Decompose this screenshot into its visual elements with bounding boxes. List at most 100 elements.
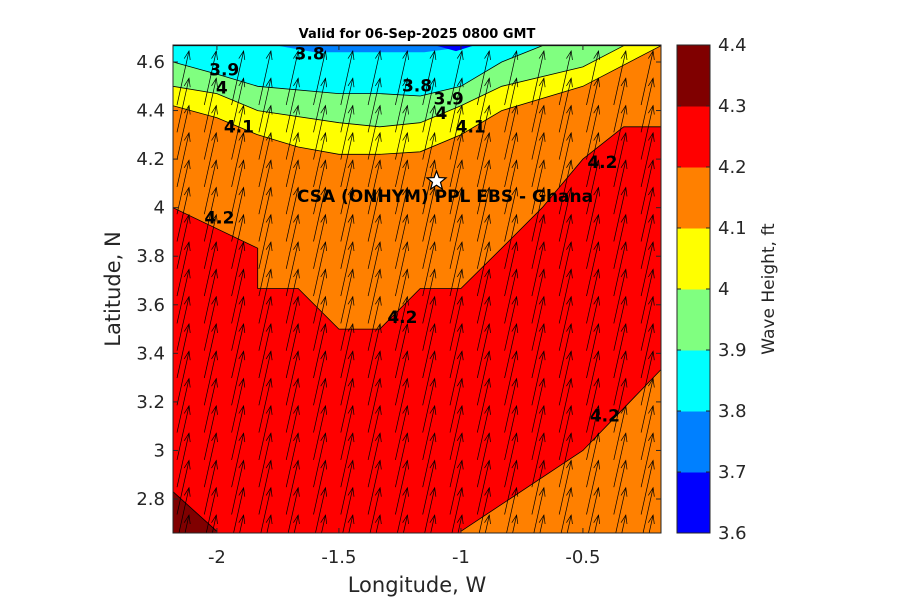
wind-arrow	[586, 350, 601, 406]
x-tick-label: -2	[208, 547, 226, 568]
wind-arrow	[203, 131, 218, 187]
wind-arrow	[449, 459, 464, 515]
wind-arrow	[203, 350, 218, 406]
wind-arrow	[484, 514, 491, 533]
wind-arrow	[476, 104, 491, 160]
wind-arrow	[258, 377, 273, 433]
wind-arrow	[422, 186, 437, 242]
wind-arrow	[367, 268, 382, 324]
wind-arrow	[285, 241, 300, 297]
wind-arrow	[558, 404, 573, 460]
wind-arrow	[395, 432, 409, 488]
wind-arrow	[395, 49, 409, 106]
wind-arrow	[613, 322, 628, 379]
wind-arrow	[203, 322, 218, 379]
y-axis-ticks: 2.833.23.43.63.844.24.44.6	[136, 52, 661, 510]
wind-arrow	[586, 268, 601, 324]
colorbar-swatch	[677, 350, 710, 412]
wind-arrow	[476, 186, 491, 242]
wind-arrow	[613, 404, 628, 460]
wind-arrow	[640, 77, 655, 133]
wind-arrow	[476, 241, 491, 297]
wind-arrow	[395, 241, 409, 297]
contour-label: 3.8	[295, 45, 325, 65]
contour-label: 4	[435, 104, 447, 124]
wind-arrow	[504, 295, 519, 351]
wind-arrow	[285, 131, 300, 187]
wind-arrow	[640, 268, 655, 324]
wind-arrow	[340, 268, 355, 324]
wind-arrow	[531, 350, 546, 406]
wind-arrow	[203, 49, 218, 106]
plot-frame	[172, 44, 662, 534]
wind-arrow	[176, 295, 191, 351]
contour-label: 4.2	[387, 308, 417, 328]
wind-arrow	[367, 104, 382, 160]
wind-arrow	[395, 377, 409, 433]
wind-arrow	[395, 131, 409, 187]
wind-arrow	[313, 350, 328, 406]
wind-arrow	[449, 377, 464, 433]
wind-arrow	[613, 377, 628, 433]
wind-arrow	[422, 159, 437, 215]
wind-arrow	[613, 432, 628, 488]
wind-arrow	[558, 213, 573, 269]
contour-label: 4.2	[204, 209, 234, 229]
x-tick-label: -1.5	[321, 547, 356, 568]
wind-arrow	[176, 459, 191, 515]
contour-band-above-4.2	[173, 126, 661, 533]
wind-arrow	[313, 213, 328, 269]
wind-arrow	[429, 514, 437, 533]
wind-arrow	[586, 295, 601, 351]
colorbar-tick-label: 3.9	[718, 340, 747, 361]
wind-arrow	[231, 404, 246, 460]
wind-arrow	[285, 49, 300, 106]
wind-arrow	[313, 131, 328, 187]
wind-arrow	[586, 377, 601, 433]
wind-arrow	[285, 159, 300, 215]
wind-arrow	[231, 77, 246, 133]
wind-arrow	[203, 432, 218, 488]
wind-arrow	[558, 104, 573, 160]
wind-arrow	[640, 377, 655, 433]
wind-arrow	[449, 295, 464, 351]
wind-arrow	[531, 295, 546, 351]
wind-arrow	[285, 404, 300, 460]
colorbar: 3.6 3.7 3.8 3.9 4 4.1 4.2 4.3 4.4	[676, 35, 747, 544]
wind-arrow	[203, 404, 218, 460]
contour-label: 3.8	[402, 76, 432, 96]
wind-arrow	[449, 350, 464, 406]
wind-arrow	[347, 514, 355, 533]
wind-arrow	[504, 350, 519, 406]
y-tick-label: 3.6	[136, 295, 165, 316]
wind-arrow	[476, 295, 491, 351]
wind-arrow	[476, 268, 491, 324]
wind-arrow	[395, 295, 409, 351]
wind-arrow	[504, 377, 519, 433]
wind-arrow	[586, 104, 601, 160]
wind-arrow	[613, 77, 628, 133]
wind-arrow	[258, 131, 273, 187]
wind-arrow	[476, 350, 491, 406]
wind-arrow	[402, 514, 409, 533]
wind-arrow	[456, 514, 464, 533]
y-tick-label: 3	[154, 440, 165, 461]
y-axis-label: Latitude, N	[101, 231, 125, 347]
y-tick-label: 4.6	[136, 52, 165, 73]
wind-arrow	[176, 49, 191, 106]
wind-arrow	[313, 295, 328, 351]
site-label: CSA (ONHYM) PPL EBS - Ghana	[297, 187, 593, 207]
wind-arrow	[203, 186, 218, 242]
wind-arrow	[176, 268, 191, 324]
wind-arrow	[586, 322, 601, 379]
wind-arrow	[395, 322, 409, 379]
wind-arrow	[476, 77, 491, 133]
wind-arrow	[231, 131, 246, 187]
wind-arrow	[476, 322, 491, 379]
wind-arrow	[395, 159, 409, 215]
contour-line-4.2-5	[460, 369, 661, 532]
wind-arrow	[558, 268, 573, 324]
wind-arrow	[313, 241, 328, 297]
colorbar-tick-label: 4.2	[718, 157, 747, 178]
wind-arrow	[422, 404, 437, 460]
